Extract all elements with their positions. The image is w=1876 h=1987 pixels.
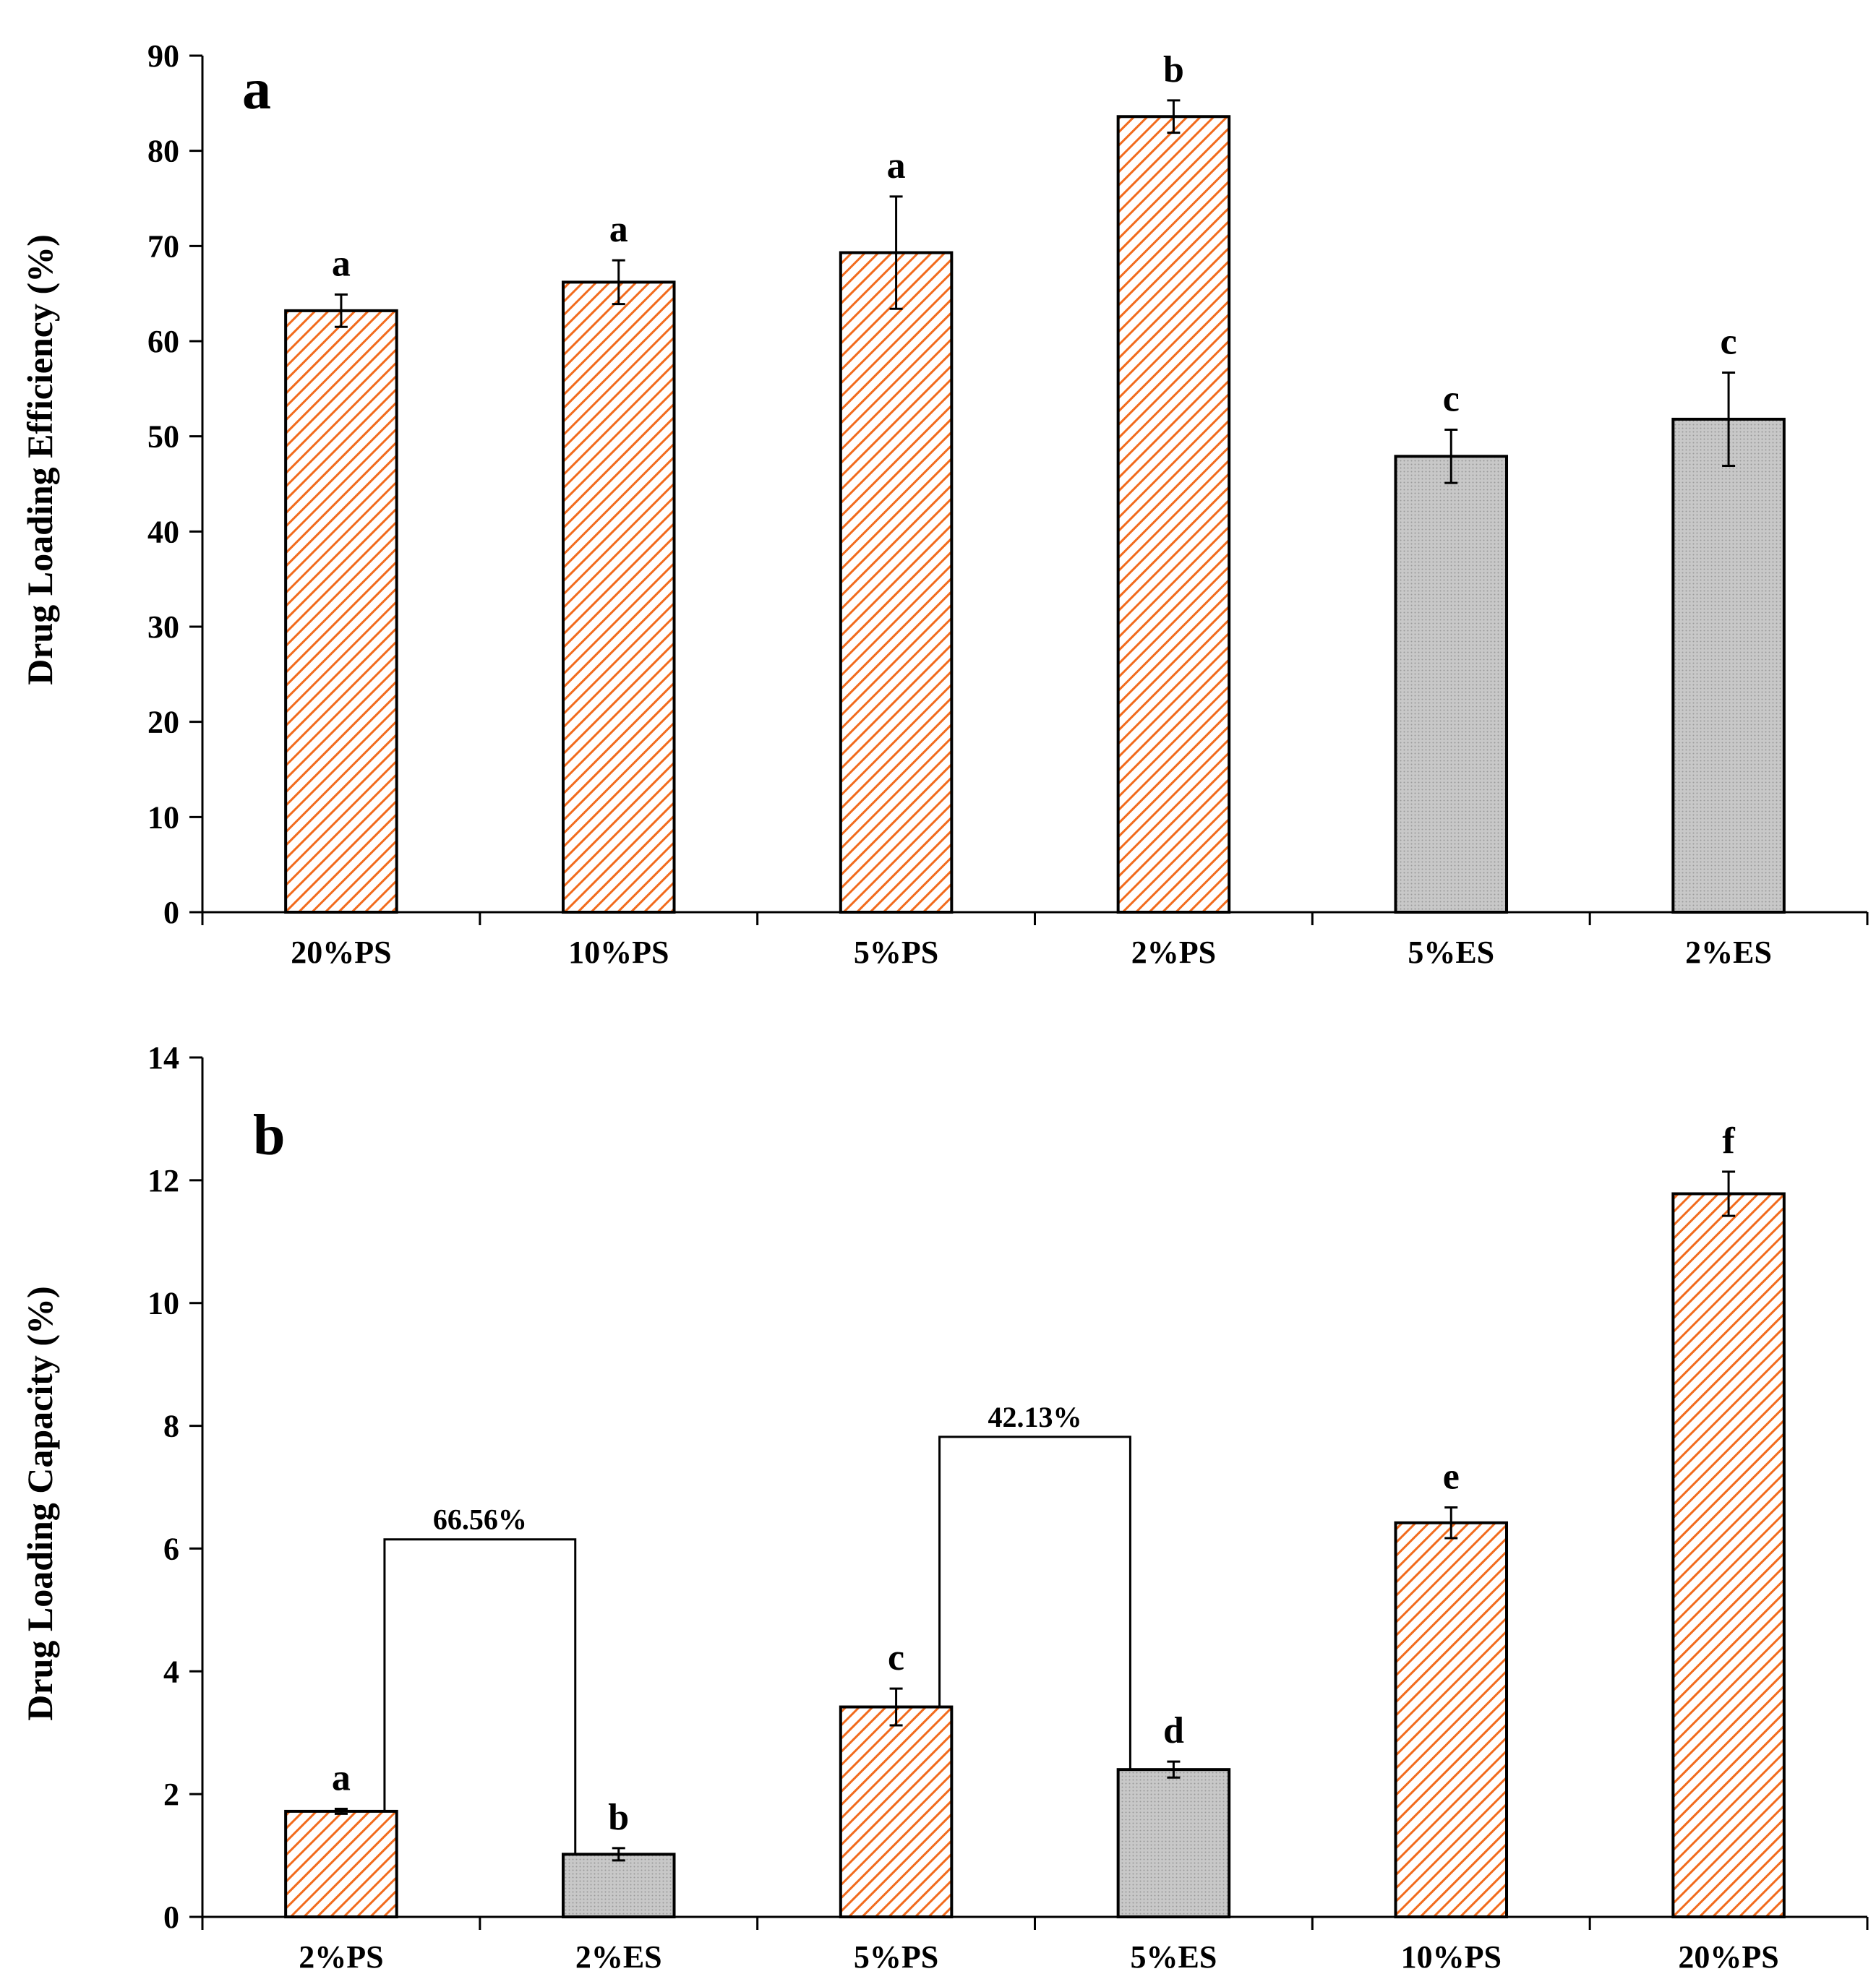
- bar-2%ES: [1671, 417, 1786, 914]
- y-tick-label: 40: [147, 514, 179, 549]
- y-tick-label: 0: [163, 1900, 179, 1935]
- y-tick-label: 60: [147, 324, 179, 359]
- significance-letter: a: [332, 243, 351, 284]
- y-tick-label: 70: [147, 228, 179, 264]
- significance-letter: b: [608, 1797, 629, 1838]
- bracket-percent-label: 66.56%: [433, 1503, 527, 1536]
- bar-5%PS: [839, 251, 954, 914]
- bar-5%ES: [1394, 455, 1509, 914]
- x-tick-label: 5%ES: [1131, 1939, 1217, 1975]
- significance-letter: b: [1163, 49, 1184, 90]
- significance-letter: f: [1722, 1120, 1735, 1162]
- y-tick-label: 12: [147, 1163, 179, 1198]
- x-tick-label: 10%PS: [1401, 1939, 1502, 1975]
- bar-10%PS: [561, 280, 676, 914]
- bracket-percent-label: 42.13%: [988, 1401, 1082, 1433]
- bar-10%PS: [1394, 1521, 1509, 1918]
- y-tick-label: 0: [163, 895, 179, 930]
- comparison-bracket: [938, 1435, 1131, 1770]
- panel-b-y-axis-title: Drug Loading Capacity (%): [20, 1286, 60, 1720]
- y-tick-label: 80: [147, 134, 179, 169]
- comparison-bracket: [383, 1538, 577, 1855]
- chart-panel-a: a Drug Loading Efficiency (%) 0 10 20 30 40 5…: [20, 38, 1869, 970]
- x-tick-label: 20%PS: [291, 935, 391, 970]
- y-tick-label: 14: [147, 1040, 179, 1076]
- y-tick-label: 8: [163, 1409, 179, 1444]
- x-tick-label: 10%PS: [568, 935, 669, 970]
- x-tick-label: 5%PS: [854, 935, 938, 970]
- bar-2%PS: [284, 1809, 398, 1918]
- bar-5%ES: [1116, 1768, 1231, 1918]
- significance-letter: d: [1163, 1710, 1184, 1751]
- y-tick-label: 2: [163, 1777, 179, 1812]
- significance-letter: a: [332, 1758, 351, 1799]
- significance-letter: c: [1721, 321, 1737, 362]
- significance-letter: e: [1443, 1456, 1460, 1498]
- bar-5%PS: [839, 1705, 954, 1918]
- significance-letter: c: [888, 1637, 904, 1678]
- x-tick-label: 5%ES: [1408, 935, 1494, 970]
- y-tick-label: 6: [163, 1531, 179, 1566]
- panel-a-y-axis-title: Drug Loading Efficiency (%): [20, 234, 60, 685]
- x-tick-label: 2%PS: [299, 1939, 383, 1975]
- x-tick-label: 2%ES: [575, 1939, 662, 1975]
- y-tick-label: 90: [147, 38, 179, 74]
- panel-a-label: a: [242, 58, 271, 121]
- y-tick-label: 30: [147, 609, 179, 645]
- y-tick-label: 10: [147, 799, 179, 835]
- significance-letter: a: [609, 209, 628, 250]
- chart-panel-b: b Drug Loading Capacity (%) 0 2 4 6 8 10 12 14 2…: [20, 1040, 1869, 1975]
- bar-20%PS: [1671, 1192, 1786, 1918]
- x-tick-label: 5%PS: [854, 1939, 938, 1975]
- significance-letter: c: [1443, 378, 1460, 419]
- y-tick-label: 50: [147, 419, 179, 455]
- bar-2%ES: [561, 1853, 676, 1918]
- x-tick-label: 2%PS: [1131, 935, 1216, 970]
- significance-letter: a: [887, 145, 906, 186]
- bar-2%PS: [1116, 115, 1231, 914]
- y-tick-label: 10: [147, 1286, 179, 1321]
- x-tick-label: 20%PS: [1678, 1939, 1778, 1975]
- y-tick-label: 4: [163, 1654, 179, 1689]
- bar-20%PS: [284, 309, 398, 914]
- y-tick-label: 20: [147, 705, 179, 740]
- panel-b-label: b: [253, 1104, 286, 1167]
- x-tick-label: 2%ES: [1685, 935, 1772, 970]
